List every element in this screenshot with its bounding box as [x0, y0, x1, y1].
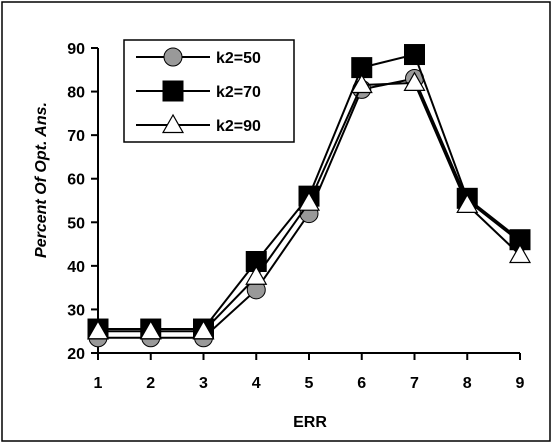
legend-label-k2-90: k2=90 [216, 118, 261, 135]
x-tick-label: 7 [410, 375, 419, 392]
x-axis-title: ERR [293, 414, 327, 431]
legend-label-k2-50: k2=50 [216, 50, 261, 67]
y-tick-label: 50 [67, 215, 85, 232]
data-point-k2-90 [456, 193, 479, 213]
y-tick-label: 60 [67, 172, 85, 189]
data-point-k2-90 [350, 73, 373, 94]
x-tick-label: 4 [252, 375, 261, 392]
data-point-k2-90 [139, 320, 162, 340]
y-tick-label: 90 [67, 41, 85, 58]
data-point-k2-90 [192, 320, 215, 340]
y-tick-label: 80 [67, 85, 85, 102]
data-point-k2-90 [403, 71, 426, 91]
legend: k2=50 k2=70 k2=90 [123, 39, 295, 143]
plot-area: 20 30 40 50 60 70 80 90 1 2 3 4 5 6 7 8 9 [67, 41, 532, 392]
y-tick-label: 30 [67, 302, 85, 319]
x-tick-label: 6 [357, 375, 366, 392]
x-tick-label: 3 [199, 375, 208, 392]
x-tick-label: 8 [463, 375, 472, 392]
x-tick-label: 5 [305, 375, 314, 392]
data-point-k2-90 [508, 243, 532, 264]
data-point-k2-90 [86, 320, 110, 340]
y-axis-title: Percent Of Opt. Ans. [33, 102, 50, 258]
x-tick-label: 1 [94, 375, 103, 392]
x-tick-label: 9 [516, 375, 525, 392]
y-tick-label: 70 [67, 128, 85, 145]
legend-label-k2-70: k2=70 [216, 84, 261, 101]
legend-marker-k2-90 [161, 113, 185, 134]
legend-marker-k2-70 [162, 80, 184, 102]
data-point-k2-90 [297, 191, 321, 211]
x-tick-label: 2 [146, 375, 155, 392]
data-point-k2-70 [404, 44, 425, 66]
legend-marker-k2-50 [163, 47, 183, 67]
y-tick-label: 20 [67, 346, 85, 363]
y-tick-label: 40 [67, 259, 85, 276]
data-point-k2-90 [245, 265, 268, 285]
